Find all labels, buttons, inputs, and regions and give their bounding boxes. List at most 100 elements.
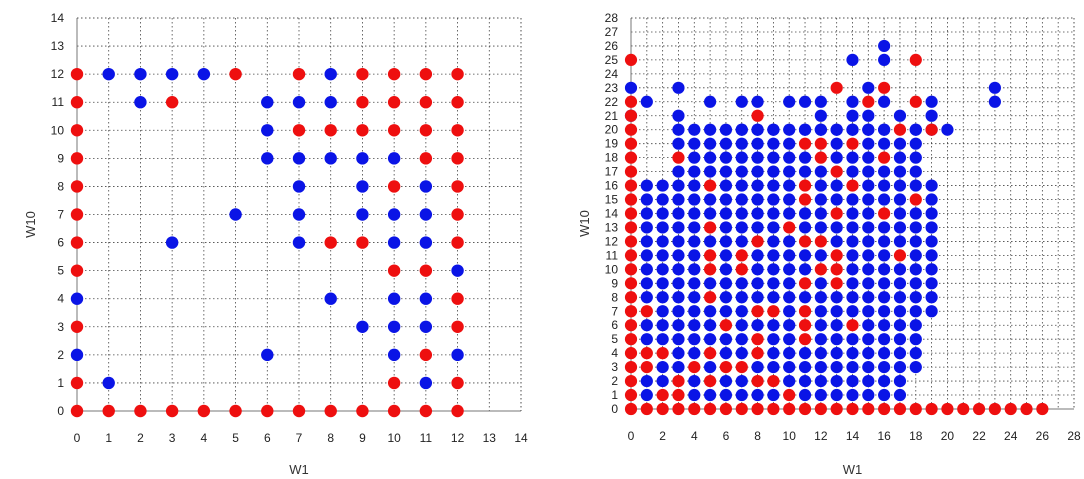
- point-blue: [704, 137, 717, 150]
- point-blue: [751, 361, 764, 374]
- point-red: [1004, 402, 1017, 416]
- point-blue: [640, 95, 653, 108]
- point-red: [830, 277, 843, 290]
- point-blue: [878, 333, 891, 346]
- point-blue: [878, 374, 891, 388]
- point-red: [419, 348, 433, 362]
- point-blue: [925, 235, 938, 248]
- point-blue: [909, 123, 922, 136]
- point-red: [70, 320, 84, 333]
- point-red: [640, 361, 653, 374]
- point-blue: [324, 152, 337, 165]
- y-tick-label: 21: [605, 109, 619, 123]
- point-red: [925, 402, 938, 416]
- x-tick-label: 28: [1067, 429, 1081, 443]
- point-red: [102, 404, 115, 418]
- point-blue: [798, 347, 812, 360]
- point-blue: [893, 388, 907, 402]
- x-tick-label: 14: [846, 429, 860, 443]
- point-blue: [719, 207, 733, 220]
- point-red: [704, 374, 717, 388]
- y-tick-label: 18: [605, 151, 619, 165]
- point-red: [70, 152, 84, 165]
- point-blue: [688, 165, 701, 178]
- y-tick-label: 1: [57, 376, 64, 390]
- y-tick-label: 1: [611, 388, 618, 402]
- point-blue: [672, 81, 685, 94]
- point-blue: [814, 95, 827, 108]
- point-red: [704, 179, 717, 192]
- point-blue: [688, 305, 701, 318]
- point-red: [70, 124, 84, 137]
- point-blue: [656, 179, 669, 192]
- point-blue: [925, 277, 938, 290]
- point-blue: [688, 291, 701, 304]
- point-blue: [767, 207, 780, 220]
- point-red: [324, 124, 337, 137]
- point-blue: [719, 123, 733, 136]
- point-red: [751, 305, 764, 318]
- point-blue: [324, 292, 337, 305]
- y-tick-label: 3: [57, 320, 64, 334]
- point-blue: [878, 347, 891, 360]
- y-tick-label: 4: [611, 346, 618, 360]
- point-blue: [814, 109, 827, 122]
- point-red: [798, 235, 812, 248]
- point-blue: [751, 319, 764, 332]
- point-blue: [830, 123, 843, 136]
- y-tick-label: 2: [611, 374, 618, 388]
- point-blue: [909, 221, 922, 234]
- point-blue: [767, 179, 780, 192]
- point-red: [735, 361, 748, 374]
- point-red: [419, 124, 433, 137]
- point-red: [387, 180, 401, 193]
- point-red: [165, 404, 179, 418]
- point-blue: [878, 53, 891, 66]
- point-blue: [387, 236, 401, 249]
- point-red: [767, 305, 780, 318]
- point-red: [893, 123, 907, 136]
- point-blue: [672, 123, 685, 136]
- point-blue: [767, 263, 780, 276]
- point-red: [909, 193, 922, 206]
- point-blue: [893, 263, 907, 276]
- point-red: [387, 404, 401, 418]
- point-blue: [830, 333, 843, 346]
- point-blue: [356, 208, 369, 221]
- point-blue: [134, 96, 147, 109]
- point-blue: [798, 388, 812, 402]
- point-blue: [814, 207, 827, 220]
- point-blue: [814, 165, 827, 178]
- point-red: [735, 402, 748, 416]
- point-blue: [798, 291, 812, 304]
- point-blue: [751, 207, 764, 220]
- point-blue: [672, 277, 685, 290]
- point-blue: [814, 319, 827, 332]
- y-tick-label: 0: [57, 404, 64, 418]
- point-red: [909, 402, 922, 416]
- point-blue: [767, 347, 780, 360]
- y-tick-label: 19: [605, 137, 619, 151]
- y-tick-label: 22: [605, 95, 619, 109]
- point-blue: [719, 388, 733, 402]
- point-blue: [672, 221, 685, 234]
- point-blue: [261, 152, 274, 165]
- point-red: [798, 319, 812, 332]
- point-blue: [751, 193, 764, 206]
- y-tick-label: 16: [605, 179, 619, 193]
- y-tick-label: 11: [52, 95, 65, 109]
- x-tick-label: 6: [264, 431, 271, 445]
- point-blue: [846, 333, 859, 346]
- x-tick-label: 9: [359, 431, 366, 445]
- point-blue: [925, 179, 938, 192]
- point-red: [846, 137, 859, 150]
- point-blue: [356, 320, 369, 333]
- point-blue: [878, 235, 891, 248]
- point-blue: [704, 235, 717, 248]
- point-blue: [672, 193, 685, 206]
- y-tick-label: 12: [51, 67, 65, 81]
- point-blue: [783, 263, 796, 276]
- point-blue: [688, 137, 701, 150]
- x-axis-label: W1: [289, 462, 309, 477]
- point-blue: [688, 388, 701, 402]
